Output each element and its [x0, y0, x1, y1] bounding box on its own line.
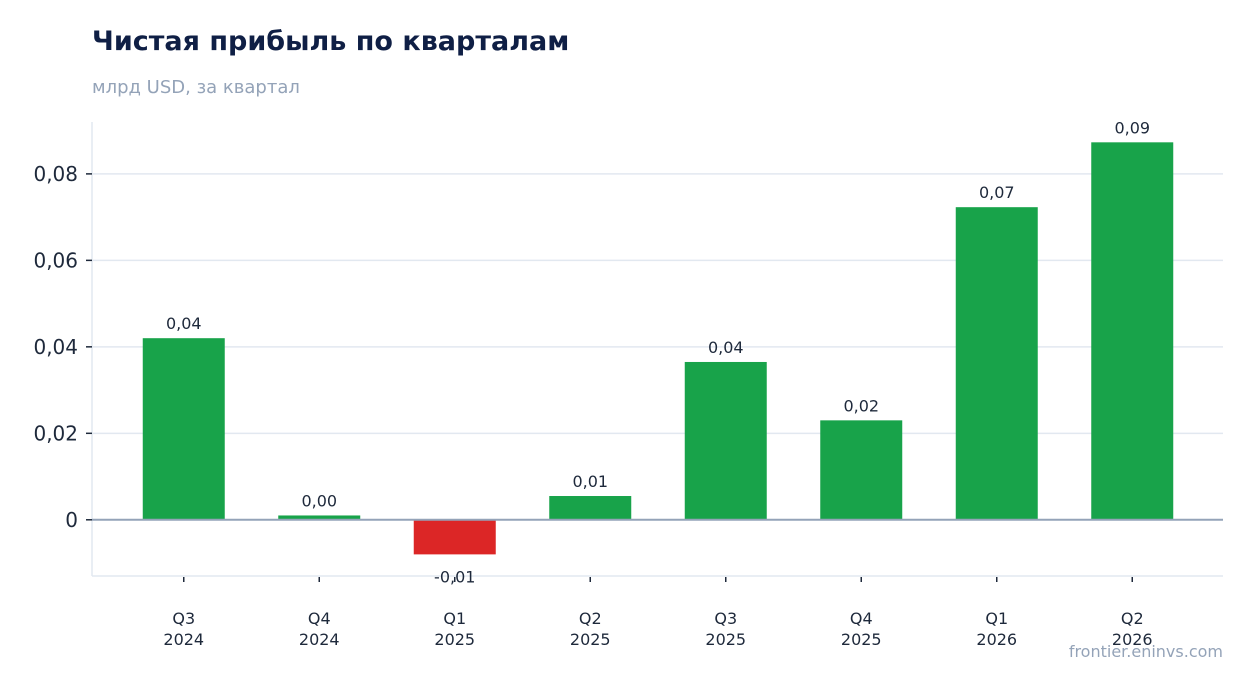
- x-tick-label-quarter: Q2: [579, 609, 602, 628]
- data-label: 0,01: [572, 472, 608, 491]
- bar: [955, 207, 1038, 520]
- data-label: 0,04: [708, 338, 744, 357]
- y-tick-label: 0,06: [33, 248, 78, 272]
- bar: [549, 496, 632, 520]
- bar: [142, 338, 225, 520]
- y-tick-label: 0,08: [33, 162, 78, 186]
- x-tick-label-quarter: Q4: [308, 609, 331, 628]
- bar: [1091, 142, 1174, 520]
- x-tick-label-quarter: Q3: [714, 609, 737, 628]
- x-tick-label-year: 2025: [434, 630, 475, 649]
- x-tick-label-quarter: Q4: [850, 609, 873, 628]
- x-tick-label-quarter: Q3: [172, 609, 195, 628]
- x-tick-label-year: 2025: [705, 630, 746, 649]
- x-tick-label-year: 2026: [1112, 630, 1153, 649]
- data-label: 0,04: [166, 314, 202, 333]
- data-label: 0,00: [301, 491, 337, 510]
- x-tick-label-year: 2024: [299, 630, 340, 649]
- bar: [684, 361, 767, 520]
- bar: [278, 515, 361, 520]
- x-tick-label-year: 2024: [163, 630, 204, 649]
- x-tick-label-quarter: Q1: [443, 609, 466, 628]
- y-tick-label: 0: [65, 508, 78, 532]
- x-tick-label-year: 2026: [976, 630, 1017, 649]
- x-tick-label-quarter: Q2: [1121, 609, 1144, 628]
- data-label: -0,01: [434, 567, 475, 586]
- x-tick-label-year: 2025: [570, 630, 611, 649]
- data-label: 0,07: [979, 183, 1015, 202]
- bar: [820, 420, 903, 520]
- x-tick-label-quarter: Q1: [985, 609, 1008, 628]
- y-tick-label: 0,02: [33, 421, 78, 445]
- watermark: frontier.eninvs.com: [1068, 642, 1223, 661]
- data-label: 0,09: [1114, 118, 1150, 137]
- y-tick-label: 0,04: [33, 335, 78, 359]
- bar: [413, 519, 496, 555]
- chart-subtitle: млрд USD, за квартал: [92, 77, 300, 98]
- data-label: 0,02: [843, 396, 879, 415]
- chart-title: Чистая прибыль по кварталам: [92, 26, 570, 57]
- x-tick-label-year: 2025: [841, 630, 882, 649]
